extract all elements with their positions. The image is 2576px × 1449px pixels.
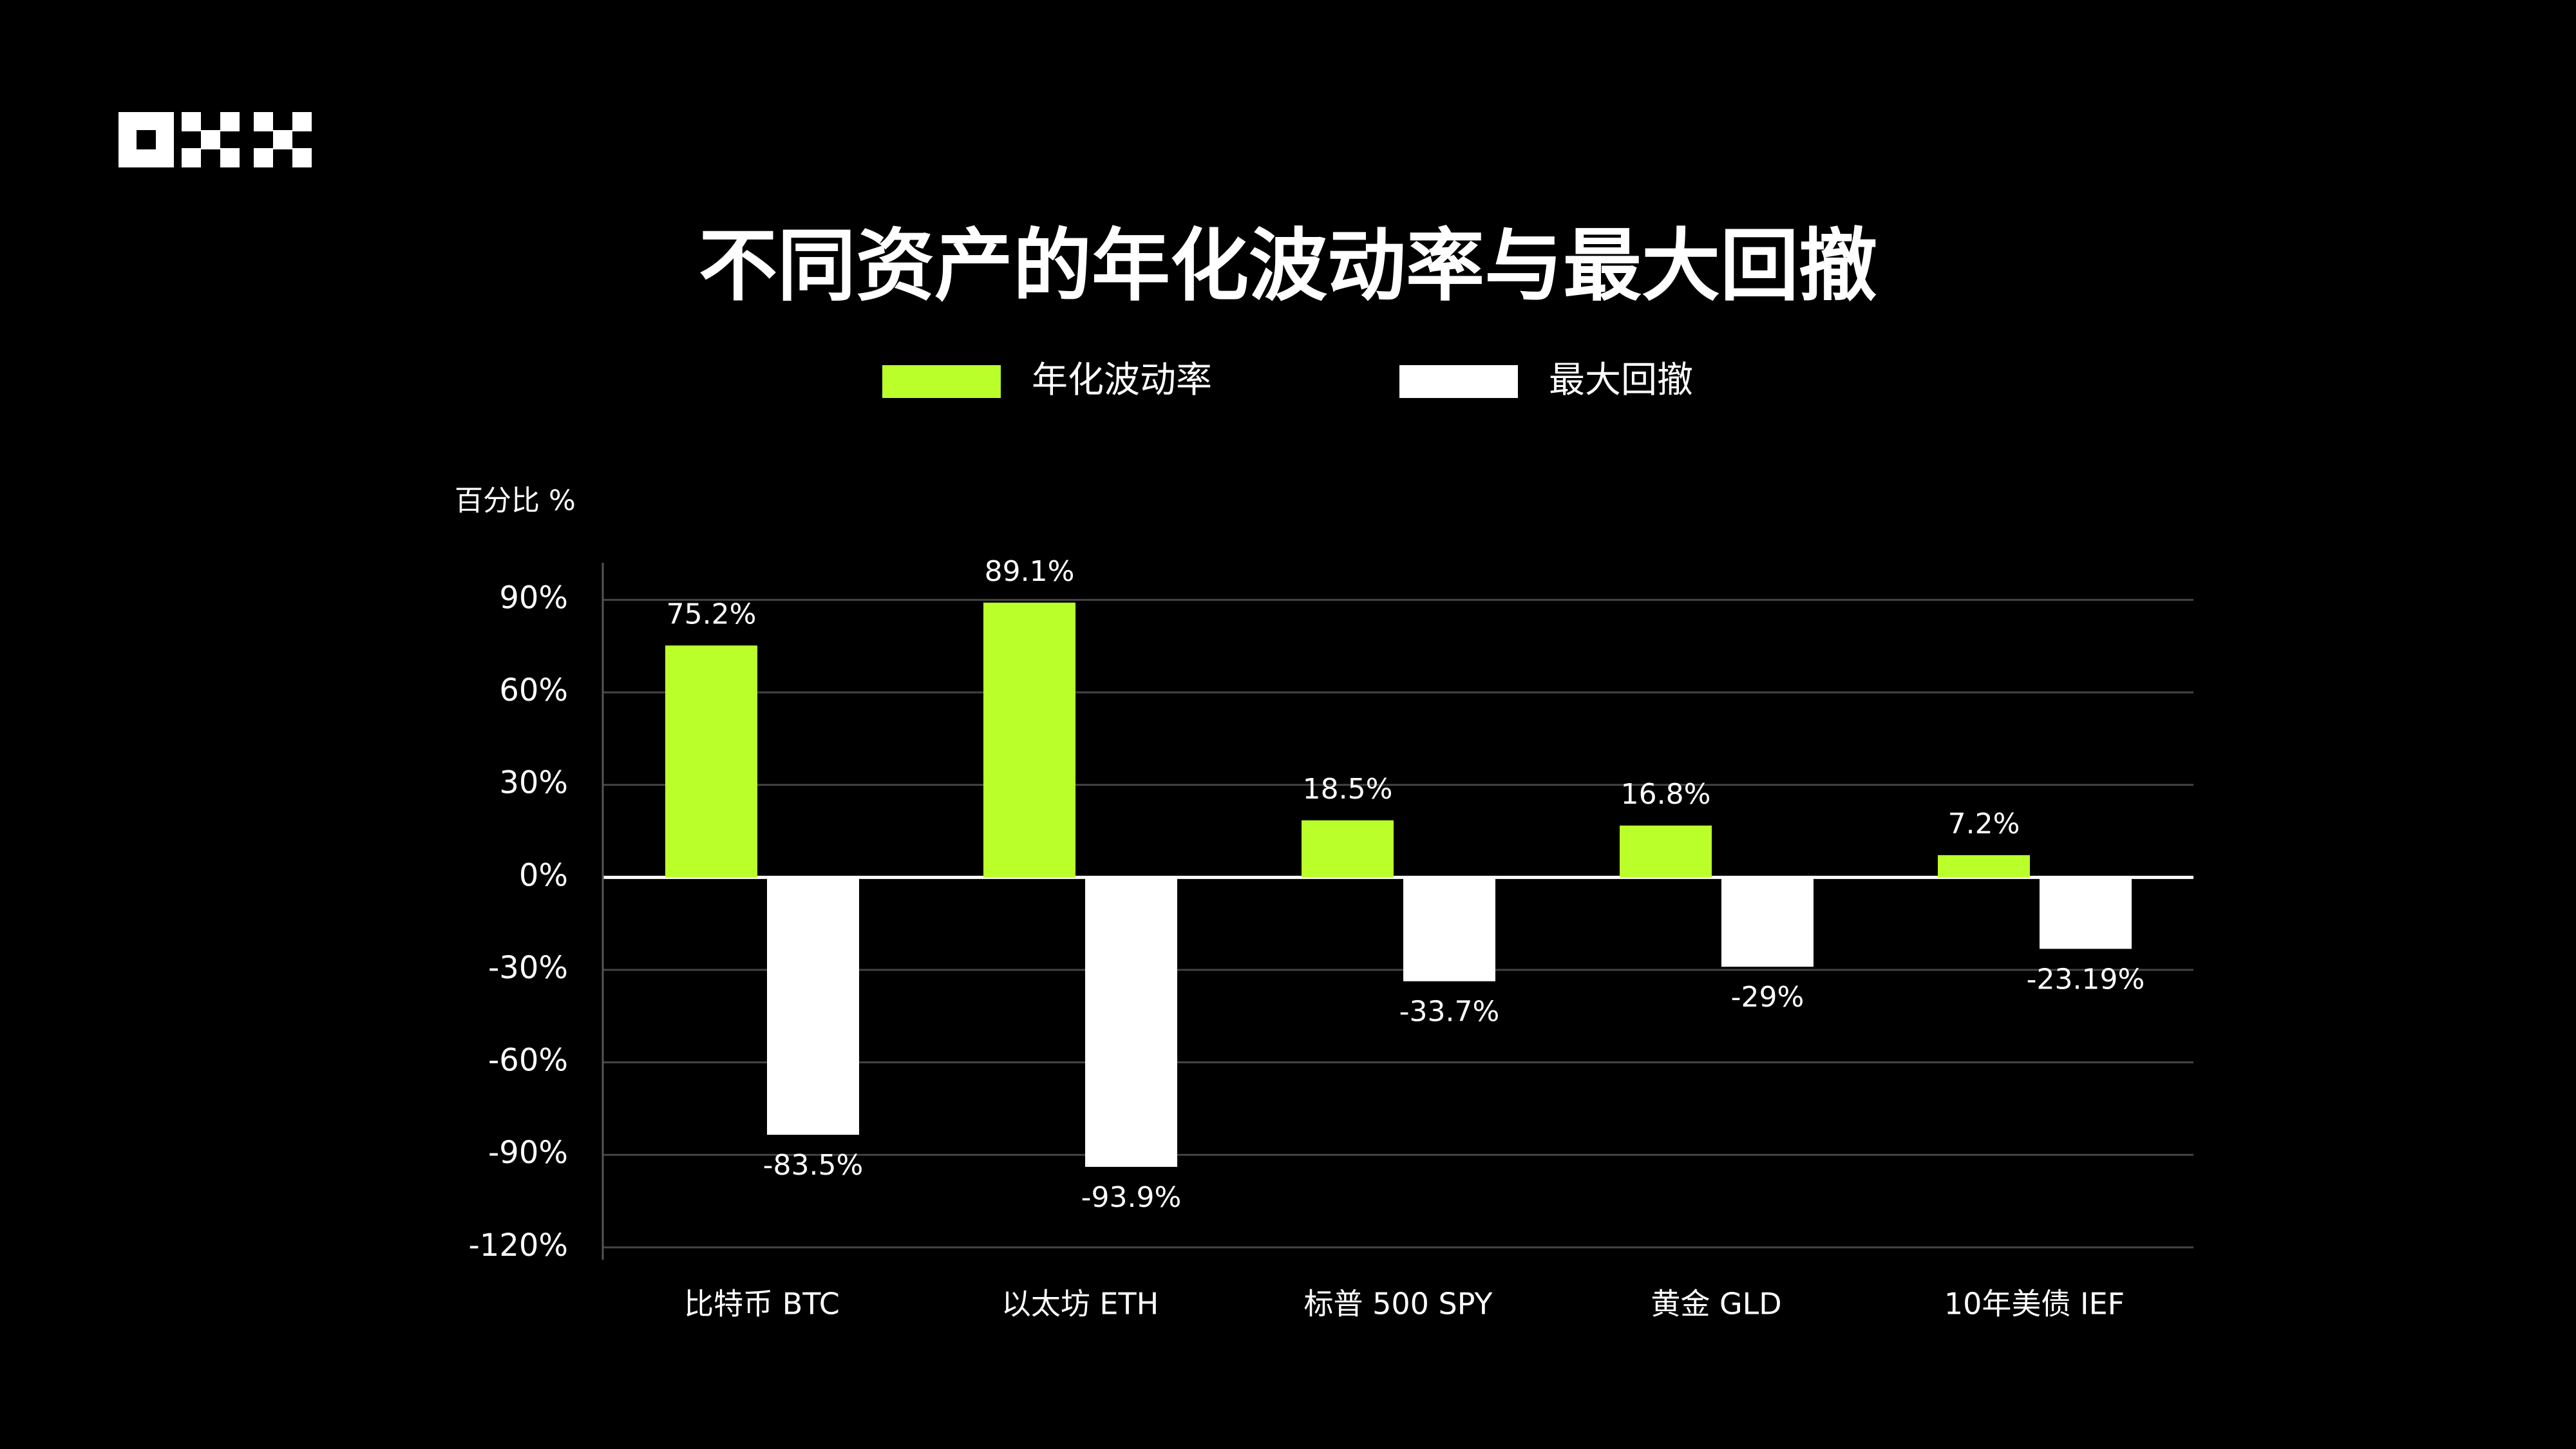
y-tick-label: -60% <box>488 1043 568 1079</box>
bar <box>1721 877 1814 967</box>
logo-block <box>201 130 220 149</box>
value-label: -29% <box>1731 981 1804 1014</box>
value-label: 16.8% <box>1621 778 1711 811</box>
logo-block <box>220 148 240 167</box>
value-label: 89.1% <box>985 555 1075 588</box>
logo <box>118 112 312 167</box>
value-label: -93.9% <box>1081 1181 1182 1214</box>
logo-block <box>182 148 201 167</box>
legend-label: 年化波动率 <box>1032 359 1212 401</box>
logo-block <box>254 112 273 131</box>
bar <box>2040 877 2132 949</box>
logo-block <box>137 130 156 149</box>
legend-swatch <box>882 365 1001 398</box>
bar <box>767 877 859 1135</box>
value-label: 7.2% <box>1948 808 2020 840</box>
bar <box>1085 877 1177 1167</box>
legend-swatch <box>1399 365 1518 398</box>
logo-block <box>220 112 240 131</box>
bar <box>665 645 757 878</box>
legend-label: 最大回撤 <box>1549 359 1693 401</box>
logo-block <box>273 130 292 149</box>
value-label: -83.5% <box>763 1149 864 1182</box>
y-tick-label: -120% <box>468 1227 568 1264</box>
bar <box>1620 825 1712 878</box>
x-tick-label: 10年美债 IEF <box>1944 1287 2125 1321</box>
logo-block <box>292 112 312 131</box>
bar <box>1938 855 2030 878</box>
bar <box>983 602 1075 878</box>
x-tick-label: 标普 500 SPY <box>1303 1287 1493 1321</box>
y-tick-label: 0% <box>519 857 568 893</box>
value-label: 18.5% <box>1303 773 1393 806</box>
x-tick-label: 以太坊 ETH <box>1001 1287 1159 1321</box>
y-tick-label: 90% <box>499 580 568 616</box>
bar <box>1403 877 1495 981</box>
logo-block <box>254 148 273 167</box>
logo-block <box>292 148 312 167</box>
y-tick-label: 30% <box>499 765 568 801</box>
chart-title: 不同资产的年化波动率与最大回撤 <box>699 220 1877 312</box>
value-label: -33.7% <box>1399 996 1500 1028</box>
logo-block <box>182 112 201 131</box>
value-label: 75.2% <box>667 598 757 630</box>
x-tick-label: 黄金 GLD <box>1651 1287 1781 1321</box>
y-axis-label: 百分比 % <box>455 484 576 517</box>
value-label: -23.19% <box>2027 963 2145 996</box>
bar <box>1302 820 1394 878</box>
x-tick-label: 比特币 BTC <box>684 1287 840 1321</box>
y-tick-label: -90% <box>488 1135 568 1171</box>
y-tick-label: -30% <box>488 950 568 986</box>
y-tick-label: 60% <box>499 672 568 708</box>
